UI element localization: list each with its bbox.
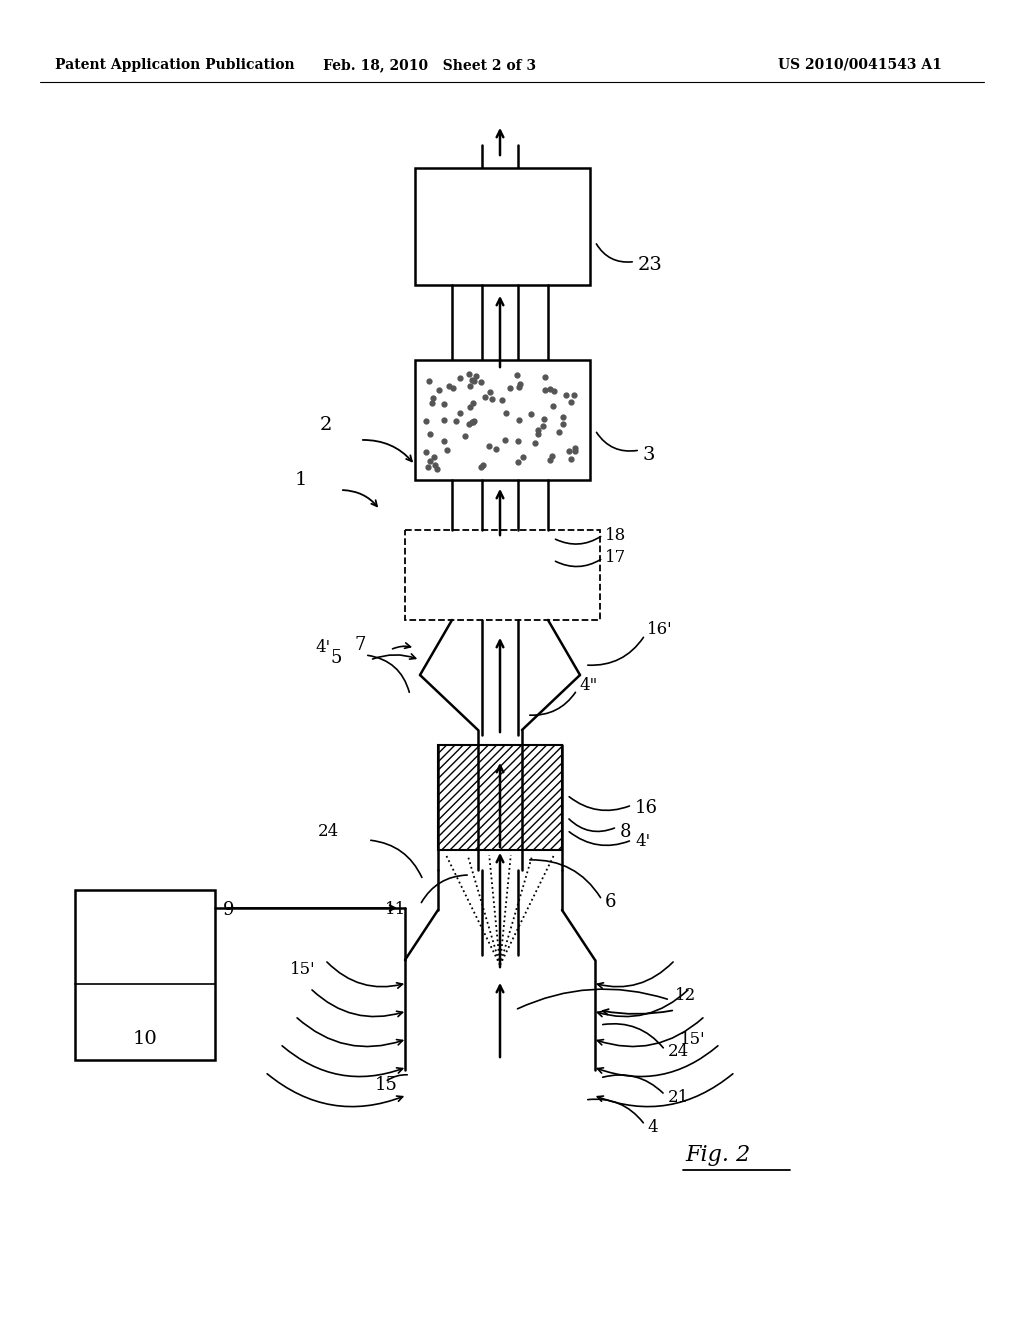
- Text: 9: 9: [223, 902, 234, 919]
- Text: 16: 16: [635, 799, 658, 817]
- Bar: [75, 890, 215, 1060]
- Text: 3: 3: [642, 446, 654, 465]
- Text: Patent Application Publication: Patent Application Publication: [55, 58, 295, 73]
- Text: 4': 4': [635, 833, 650, 850]
- Text: 15: 15: [375, 1076, 398, 1094]
- Text: Fig. 2: Fig. 2: [685, 1144, 751, 1166]
- Text: 18: 18: [605, 527, 627, 544]
- Text: Feb. 18, 2010   Sheet 2 of 3: Feb. 18, 2010 Sheet 2 of 3: [324, 58, 537, 73]
- Text: 6: 6: [605, 894, 616, 911]
- Text: 4': 4': [315, 639, 330, 656]
- Text: 17: 17: [605, 549, 627, 566]
- Text: 16': 16': [647, 622, 673, 639]
- Text: 11: 11: [385, 902, 407, 919]
- Text: 4: 4: [647, 1119, 657, 1137]
- Text: 5: 5: [330, 649, 341, 667]
- Text: 1: 1: [295, 471, 307, 488]
- Text: 21: 21: [668, 1089, 689, 1106]
- Bar: [438, 744, 562, 850]
- Text: 2: 2: [319, 416, 333, 434]
- Text: 8: 8: [620, 822, 632, 841]
- Text: 10: 10: [133, 1030, 158, 1048]
- Text: US 2010/0041543 A1: US 2010/0041543 A1: [778, 58, 942, 73]
- Text: 15': 15': [290, 961, 315, 978]
- Bar: [415, 360, 590, 480]
- Text: 12: 12: [675, 986, 696, 1003]
- Text: 23: 23: [638, 256, 663, 273]
- Text: 15': 15': [680, 1031, 706, 1048]
- Bar: [406, 531, 600, 620]
- Bar: [415, 168, 590, 285]
- Text: 24: 24: [318, 824, 339, 841]
- Text: 4": 4": [579, 676, 597, 693]
- Text: 24: 24: [668, 1044, 689, 1060]
- Text: 7: 7: [355, 636, 367, 653]
